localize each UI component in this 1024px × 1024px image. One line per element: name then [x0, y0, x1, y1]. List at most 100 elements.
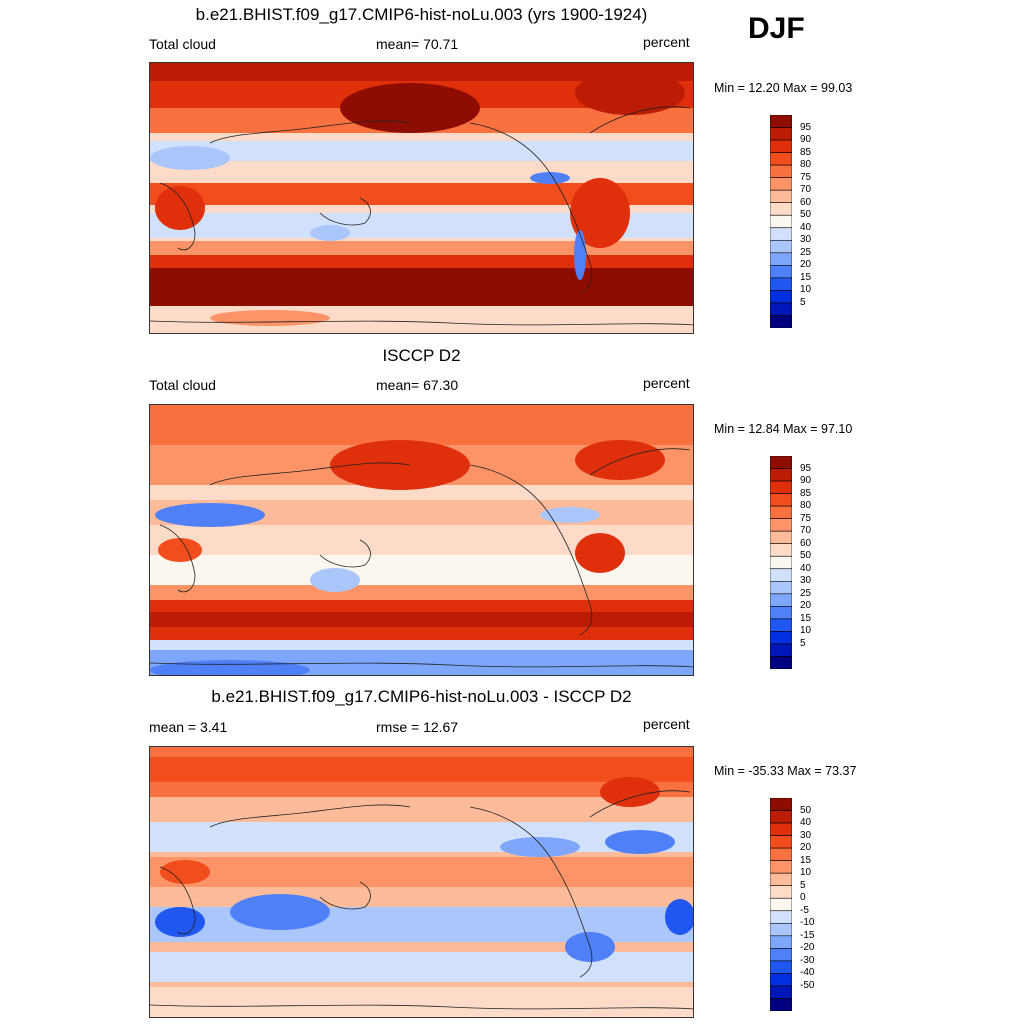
panel-2-colorbar-box [770, 493, 792, 507]
panel-2-minmax: Min = 12.84 Max = 97.10 [714, 422, 853, 436]
panel-3-colorbar-box [770, 810, 792, 824]
panel-3-colorbar-box [770, 885, 792, 899]
panel-2-left-label: Total cloud [149, 377, 216, 393]
panel-2-colorbar-box [770, 593, 792, 607]
panel-1-colorbar-box [770, 115, 792, 128]
panel-1-colorbar-box [770, 315, 792, 328]
panel-1-colorbar-tick-label: 5 [800, 296, 806, 308]
panel-3-colorbar-tick-label: 20 [800, 842, 812, 854]
panel-3-colorbar-tick-label: 5 [800, 879, 806, 891]
panel-3-colorbar-tick-label: 30 [800, 829, 812, 841]
panel-1-colorbar-box [770, 252, 792, 266]
panel-1-colorbar-tick-label: 50 [800, 209, 812, 221]
panel-2-colorbar-box [770, 643, 792, 657]
panel-2-title: ISCCP D2 [382, 346, 461, 365]
panel-2-map [149, 404, 694, 676]
panel-3-colorbar-tick-label: -50 [800, 979, 815, 991]
panel-1-colorbar-box [770, 189, 792, 204]
panel-2-colorbar-tick-label: 70 [800, 525, 812, 537]
panel-3-colorbar-box [770, 910, 792, 924]
panel-2-units-label: percent [643, 375, 690, 391]
panel-3-colorbar-box [770, 847, 792, 861]
panel-3-rmse-label: rmse = 12.67 [376, 719, 459, 735]
panel-1-units-label: percent [643, 34, 690, 50]
panel-1-colorbar-tick-label: 70 [800, 184, 812, 196]
panel-1-mean-label: mean= 70.71 [376, 36, 459, 52]
panel-1-colorbar-tick-label: 15 [800, 271, 812, 283]
panel-2-colorbar-box [770, 480, 792, 494]
panel-1-colorbar-tick-label: 80 [800, 159, 812, 171]
panel-1-minmax: Min = 12.20 Max = 99.03 [714, 81, 853, 95]
panel-1-colorbar-tick-label: 20 [800, 259, 812, 271]
panel-2-colorbar-box [770, 530, 792, 545]
panel-3-colorbar-tick-label: -15 [800, 929, 815, 941]
panel-2-colorbar-box [770, 568, 792, 582]
panel-1-colorbar-box [770, 239, 792, 254]
panel-2-colorbar-tick-label: 40 [800, 562, 812, 574]
panel-3-colorbar-tick-label: -5 [800, 904, 809, 916]
panel-2-colorbar-tick-label: 50 [800, 550, 812, 562]
panel-2-colorbar [770, 456, 792, 669]
panel-1-colorbar-tick-label: 60 [800, 196, 812, 208]
panel-1-left-label: Total cloud [149, 36, 216, 52]
panel-3-colorbar-tick-label: 15 [800, 854, 812, 866]
panel-1-colorbar-box [770, 164, 792, 178]
panel-1-colorbar-box [770, 152, 792, 166]
panel-3-colorbar-box [770, 798, 792, 811]
panel-2-colorbar-tick-label: 5 [800, 637, 806, 649]
panel-2-colorbar-box [770, 543, 792, 557]
panel-1-colorbar-box [770, 290, 792, 304]
panel-1-colorbar-box [770, 177, 792, 191]
panel-3-colorbar-box [770, 973, 792, 987]
panel-3-colorbar-tick-label: 10 [800, 867, 812, 879]
panel-2-colorbar-box [770, 631, 792, 645]
panel-3-colorbar-box [770, 835, 792, 849]
panel-3-colorbar-box [770, 985, 792, 999]
panel-3-colorbar-tick-label: -20 [800, 942, 815, 954]
panel-1-colorbar-tick-label: 85 [800, 146, 812, 158]
panel-3-colorbar-tick-label: 40 [800, 817, 812, 829]
panel-3-colorbar [770, 798, 792, 1011]
panel-2-colorbar-tick-label: 15 [800, 612, 812, 624]
panel-2-colorbar-tick-label: 60 [800, 537, 812, 549]
panel-3-units-label: percent [643, 716, 690, 732]
panel-1-colorbar-tick-label: 10 [800, 284, 812, 296]
panel-2-colorbar-tick-label: 80 [800, 500, 812, 512]
panel-3-minmax: Min = -35.33 Max = 73.37 [714, 764, 857, 778]
panel-3-colorbar-box [770, 860, 792, 874]
panel-3-colorbar-box [770, 998, 792, 1011]
panel-2-colorbar-tick-label: 10 [800, 625, 812, 637]
panel-1-colorbar-box [770, 139, 792, 153]
panel-3-colorbar-tick-label: -10 [800, 917, 815, 929]
panel-2-colorbar-box [770, 505, 792, 519]
panel-1-colorbar-tick-label: 75 [800, 171, 812, 183]
season-label: DJF [748, 12, 805, 45]
panel-3-colorbar-tick-label: -30 [800, 954, 815, 966]
panel-3-colorbar-box [770, 935, 792, 949]
panel-1-colorbar [770, 115, 792, 328]
panel-1-colorbar-tick-label: 90 [800, 134, 812, 146]
panel-3-mean-label: mean = 3.41 [149, 719, 228, 735]
panel-2-mean-label: mean= 67.30 [376, 377, 459, 393]
panel-1-colorbar-tick-label: 95 [800, 121, 812, 133]
panel-1-colorbar-box [770, 265, 792, 279]
panel-3-colorbar-tick-label: 0 [800, 892, 806, 904]
panel-1-colorbar-box [770, 202, 792, 216]
panel-2-colorbar-box [770, 468, 792, 482]
panel-3-map [149, 746, 694, 1018]
panel-3-colorbar-box [770, 948, 792, 962]
panel-1-colorbar-box [770, 302, 792, 316]
panel-2-colorbar-tick-label: 90 [800, 475, 812, 487]
panel-2-colorbar-box [770, 518, 792, 532]
panel-1-colorbar-box [770, 214, 792, 229]
panel-3-colorbar-tick-label: -40 [800, 967, 815, 979]
panel-2-colorbar-tick-label: 75 [800, 512, 812, 524]
panel-3-colorbar-box [770, 960, 792, 974]
panel-3-colorbar-tick-label: 50 [800, 804, 812, 816]
panel-1-map [149, 62, 694, 334]
panel-2-colorbar-tick-label: 25 [800, 587, 812, 599]
panel-2-colorbar-box [770, 606, 792, 620]
panel-1-colorbar-box [770, 127, 792, 141]
panel-2-colorbar-box [770, 555, 792, 570]
panel-3-title: b.e21.BHIST.f09_g17.CMIP6-hist-noLu.003 … [211, 687, 632, 706]
